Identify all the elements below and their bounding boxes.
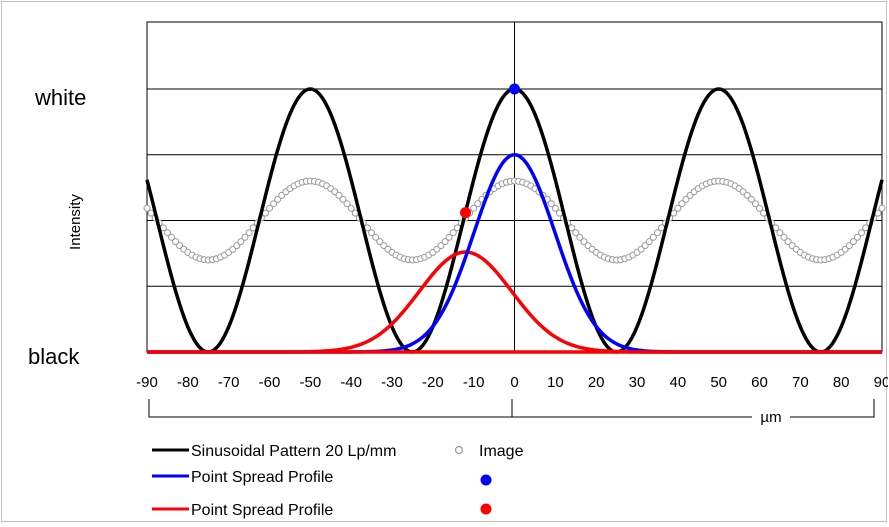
x-tick-label: 10 xyxy=(547,374,564,391)
x-tick-label: 0 xyxy=(510,374,518,391)
x-tick-label: -50 xyxy=(299,374,321,391)
y-axis-label: Intensity xyxy=(67,194,84,250)
x-tick-label: -10 xyxy=(463,374,485,391)
x-tick-label: -40 xyxy=(340,374,362,391)
x-tick-label: 60 xyxy=(751,374,768,391)
legend-marker-red xyxy=(481,504,492,515)
x-tick-label: 40 xyxy=(669,374,686,391)
x-tick-label: 30 xyxy=(629,374,646,391)
gridlines xyxy=(147,22,882,352)
legend: Sinusoidal Pattern 20 Lp/mm Image Point … xyxy=(152,443,524,519)
x-tick-label: -60 xyxy=(259,374,281,391)
x-tick-labels: -90 -80 -70 -60 -50 -40 -30 -20 -10 0 10 20 30 40 50 60… xyxy=(136,374,888,391)
x-tick-label: -30 xyxy=(381,374,403,391)
legend-label-blue-psf: Point Spread Profile xyxy=(191,469,333,486)
x-tick-label: 70 xyxy=(792,374,809,391)
x-tick-label: 20 xyxy=(588,374,605,391)
y-level-bottom-label: black xyxy=(28,344,80,369)
chart-marker-1 xyxy=(460,207,471,218)
x-tick-label: -20 xyxy=(422,374,444,391)
x-axis-label: µm xyxy=(760,409,781,426)
y-level-top-label: white xyxy=(34,85,86,110)
x-tick-label: 90 xyxy=(874,374,888,391)
x-tick-label: -90 xyxy=(136,374,158,391)
legend-label-sinusoid: Sinusoidal Pattern 20 Lp/mm xyxy=(191,443,396,460)
x-tick-label: -70 xyxy=(218,374,240,391)
legend-marker-blue xyxy=(481,475,492,486)
chart-marker-0 xyxy=(509,84,520,95)
legend-label-red-psf: Point Spread Profile xyxy=(191,502,333,519)
x-tick-label: 80 xyxy=(833,374,850,391)
image-point xyxy=(879,205,885,211)
x-tick-label: 50 xyxy=(710,374,727,391)
legend-swatch-image xyxy=(456,447,463,454)
x-tick-label: -80 xyxy=(177,374,199,391)
legend-label-image: Image xyxy=(479,443,524,460)
